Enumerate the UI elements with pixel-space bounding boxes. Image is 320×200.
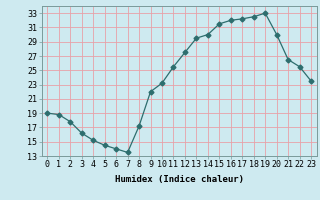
X-axis label: Humidex (Indice chaleur): Humidex (Indice chaleur)	[115, 175, 244, 184]
